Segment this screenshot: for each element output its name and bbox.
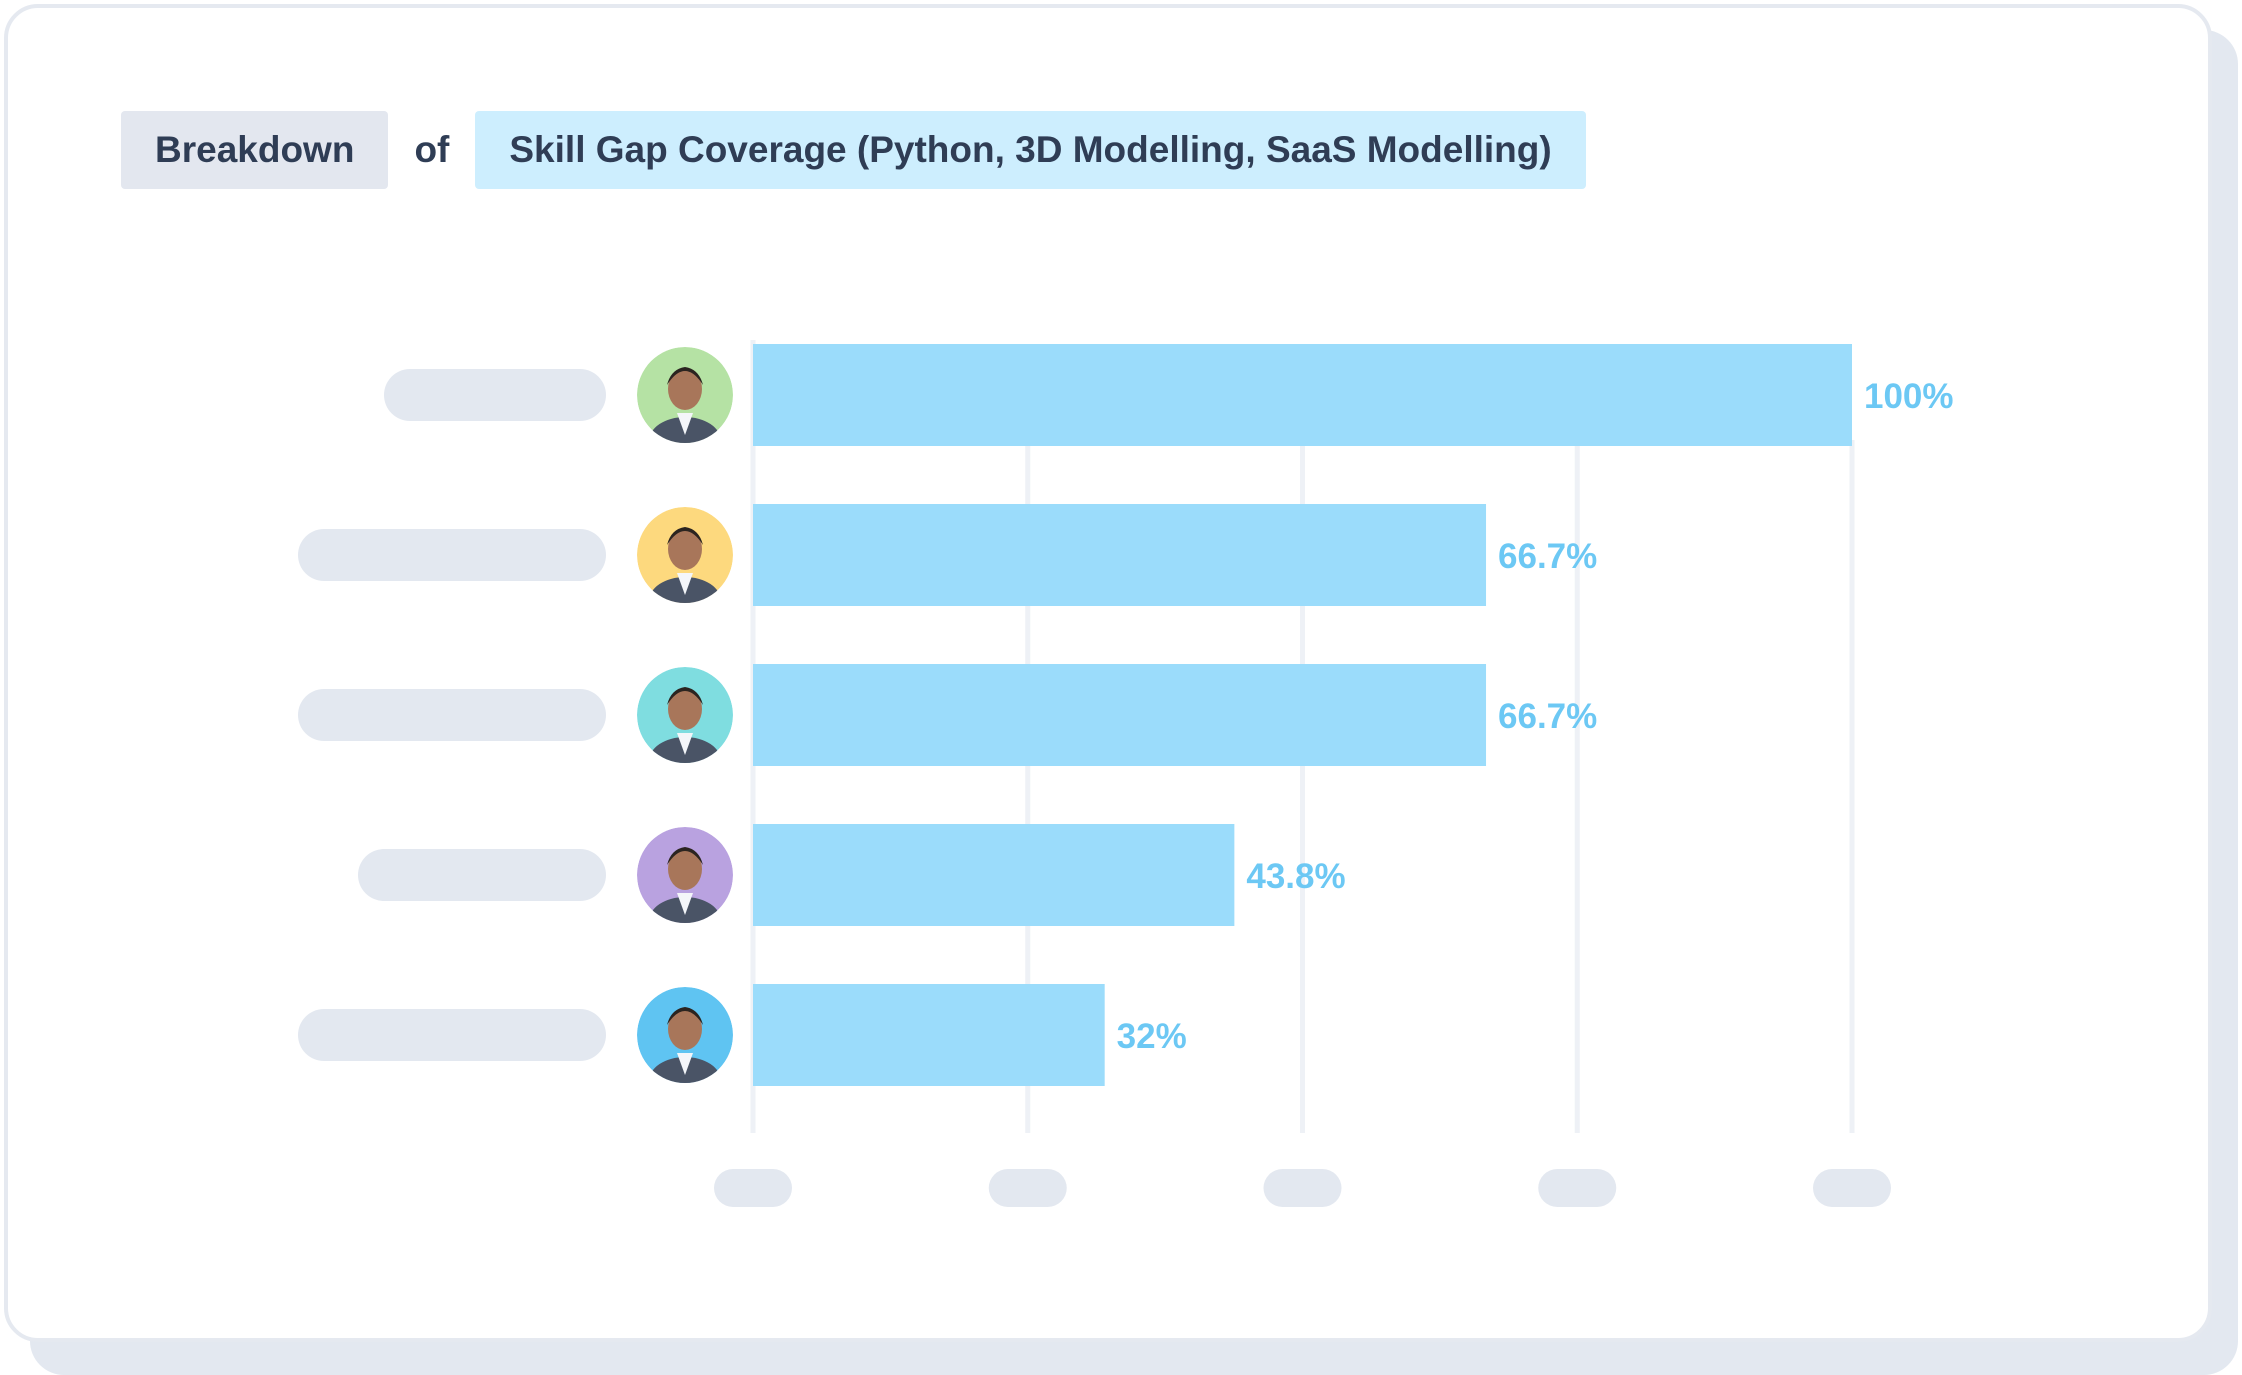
person-avatar-icon[interactable]: [637, 827, 733, 945]
chart-value-labels: 100% 66.7% 66.7% 43.8% 32%: [1117, 377, 1954, 1056]
x-tick-label-placeholder: [714, 1169, 792, 1207]
bar[interactable]: [753, 344, 1852, 446]
breakdown-dimension-pill[interactable]: Breakdown: [121, 111, 389, 189]
x-tick-label-placeholder: [1263, 1169, 1342, 1207]
bar-value-label: 43.8%: [1246, 857, 1345, 896]
bar[interactable]: [753, 824, 1235, 926]
bar[interactable]: [753, 504, 1487, 606]
chart-category-labels: [298, 369, 606, 1061]
bar[interactable]: [753, 664, 1487, 766]
person-avatar-icon[interactable]: [637, 667, 733, 785]
category-label-placeholder: [298, 1009, 606, 1061]
x-tick-label-placeholder: [1813, 1169, 1891, 1207]
chart-avatars: [637, 347, 733, 1105]
chart-title-row: Breakdown of Skill Gap Coverage (Python,…: [121, 111, 1586, 189]
metric-selector-pill[interactable]: Skill Gap Coverage (Python, 3D Modelling…: [475, 111, 1586, 189]
chart-x-ticks: [714, 1169, 1891, 1207]
x-tick-label-placeholder: [1538, 1169, 1617, 1207]
bar-value-label: 32%: [1117, 1017, 1187, 1056]
category-label-placeholder: [298, 529, 606, 581]
bar[interactable]: [753, 984, 1105, 1086]
person-avatar-icon[interactable]: [637, 987, 733, 1105]
title-connector-text: of: [414, 129, 450, 170]
bar-value-label: 100%: [1864, 377, 1954, 416]
person-avatar-icon[interactable]: [637, 507, 733, 625]
category-label-placeholder: [358, 849, 606, 901]
category-label-placeholder: [298, 689, 606, 741]
category-label-placeholder: [384, 369, 606, 421]
chart-bars: [753, 344, 1852, 1086]
person-avatar-icon[interactable]: [637, 347, 733, 465]
bar-value-label: 66.7%: [1498, 697, 1597, 736]
x-tick-label-placeholder: [988, 1169, 1067, 1207]
bar-value-label: 66.7%: [1498, 537, 1597, 576]
